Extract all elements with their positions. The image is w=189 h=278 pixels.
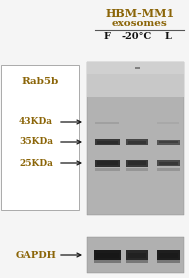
Text: F: F	[104, 32, 111, 41]
Bar	[126, 139, 148, 145]
Bar	[126, 260, 148, 263]
Bar	[156, 160, 180, 166]
Bar	[126, 160, 148, 167]
Text: HBM-MM1: HBM-MM1	[105, 8, 175, 19]
Bar	[126, 250, 148, 260]
Bar	[87, 62, 184, 74]
Bar	[94, 250, 121, 260]
Bar	[159, 252, 177, 257]
Text: L: L	[165, 32, 171, 41]
Text: 35KDa: 35KDa	[19, 138, 53, 147]
Text: Rab5b: Rab5b	[21, 78, 59, 86]
Bar	[156, 260, 180, 263]
Bar	[94, 168, 119, 171]
Bar	[94, 160, 119, 167]
Bar	[159, 162, 177, 165]
Text: GAPDH: GAPDH	[15, 250, 57, 259]
Bar	[95, 122, 119, 124]
Bar	[128, 140, 146, 143]
Text: 25KDa: 25KDa	[19, 158, 53, 168]
Text: exosomes: exosomes	[112, 19, 168, 28]
Bar	[135, 66, 140, 69]
Bar	[87, 237, 184, 273]
Bar	[95, 252, 119, 257]
Bar	[94, 139, 119, 145]
Text: -20°C: -20°C	[122, 32, 152, 41]
Text: 43KDa: 43KDa	[19, 118, 53, 126]
Bar	[128, 252, 146, 257]
Bar	[1, 65, 79, 210]
Bar	[156, 140, 180, 145]
Bar	[128, 161, 146, 165]
Bar	[97, 140, 118, 143]
Bar	[87, 62, 184, 215]
Bar	[157, 122, 179, 124]
Bar	[156, 250, 180, 260]
Bar	[159, 141, 177, 143]
Bar	[97, 161, 118, 165]
Bar	[87, 62, 184, 97]
Bar	[156, 168, 180, 171]
Bar	[126, 168, 148, 171]
Bar	[94, 260, 121, 263]
